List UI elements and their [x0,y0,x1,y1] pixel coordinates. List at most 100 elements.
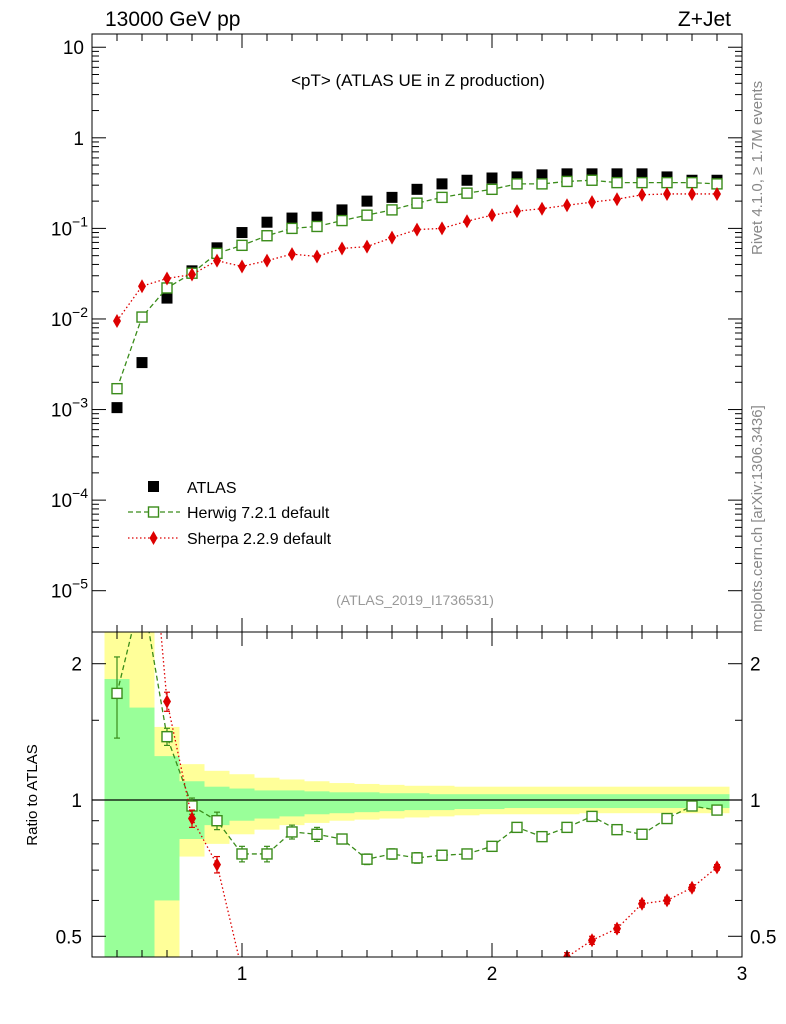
sherpa-point-21 [638,187,646,202]
atlas-point-7 [286,212,298,224]
band-stat-1 [129,707,155,957]
atlas-point-12 [411,183,423,195]
analysis-id-label: (ATLAS_2019_I1736531) [336,592,494,608]
atlas-point-14 [461,174,473,186]
sherpa-point-11 [388,230,396,245]
sherpa-point-7 [288,247,296,262]
herwig-ratio-point-14 [461,848,473,860]
band-stat-7 [279,790,305,817]
herwig-point-18 [561,175,573,188]
sherpa-point-8 [313,249,321,264]
band-stat-22 [654,794,680,809]
herwig-point-8 [311,220,323,233]
sherpa-ratio-point-7 [288,973,296,987]
sherpa-ratio-point-3 [188,811,196,826]
herwig-point-13 [436,191,448,204]
atlas-point-22 [661,171,673,183]
sherpa-ratio-point-0 [113,361,121,375]
xtick-label-0: 1 [237,964,248,985]
herwig-ratio-point-11 [386,848,398,860]
mcplots-reference-label: mcplots.cern.ch [arXiv:1306.3436] [749,405,766,632]
herwig-ratio-point-0 [111,687,123,700]
ratio-ytick-label-2: 2 [71,655,82,676]
sherpa-point-10 [363,239,371,254]
legend-herwig-label: Herwig 7.2.1 default [187,505,330,522]
band-stat-12 [404,793,430,811]
header-collision-label: 13000 GeV pp [105,8,240,31]
sherpa-point-16 [513,204,521,219]
sherpa-point-0 [113,313,121,328]
atlas-point-10 [361,195,373,207]
band-stat-9 [329,792,355,814]
sherpa-ratio-point-20 [613,921,621,936]
atlas-point-11 [386,191,398,203]
herwig-point-14 [461,187,473,199]
sherpa-point-15 [488,208,496,223]
sherpa-ratio-point-9 [338,988,346,1002]
header-process-label: Z+Jet [678,8,731,31]
sherpa-point-12 [413,222,421,237]
sherpa-point-14 [463,214,471,229]
sherpa-ratio-point-23 [688,880,696,895]
atlas-point-21 [636,168,648,180]
herwig-ratio-point-23 [686,800,698,812]
herwig-point-19 [586,174,598,186]
sherpa-ratio-point-2 [163,694,171,709]
band-stat-8 [304,791,330,815]
atlas-point-9 [336,204,348,216]
herwig-line [116,179,718,389]
herwig-ratio-point-2 [161,730,173,743]
chart-title: <pT> (ATLAS UE in Z production) [291,71,545,90]
ratio-uncertainty-bands [92,632,742,957]
atlas-point-1 [136,357,148,369]
herwig-ratio-point-20 [611,823,623,836]
sherpa-point-18 [563,198,571,213]
herwig-point-6 [261,230,273,242]
legend-herwig-marker [147,506,160,518]
sherpa-point-23 [688,186,696,201]
sherpa-ratio-point-12 [413,994,421,1008]
herwig-point-10 [361,209,373,221]
herwig-point-15 [486,183,498,196]
herwig-ratio-point-15 [486,840,498,853]
atlas-point-2 [161,292,173,304]
herwig-ratio-point-8 [311,828,323,840]
sherpa-point-1 [138,279,146,294]
herwig-ratio-point-9 [336,833,348,845]
sherpa-ratio-point-17 [538,959,546,973]
herwig-ratio-point-7 [286,826,298,838]
atlas-point-13 [436,178,448,190]
sherpa-ratio-point-13 [438,1017,446,1024]
main-series-layer [111,168,723,414]
legend: ATLAS Herwig 7.2.1 default Sherpa 2.2.9 … [128,480,332,548]
herwig-ratio-point-24 [711,804,723,816]
main-ytick-label-0: 10−5 [51,576,88,603]
atlas-point-17 [536,169,548,181]
herwig-ratio-point-21 [636,828,648,840]
sherpa-point-20 [613,192,621,207]
band-stat-24 [704,794,730,809]
atlas-point-15 [486,172,498,184]
herwig-point-22 [661,176,673,189]
band-stat-14 [454,794,480,810]
sherpa-ratio-point-4 [213,857,221,872]
legend-sherpa-marker [149,531,158,545]
band-stat-13 [429,794,455,811]
herwig-point-16 [511,178,523,190]
ratio-ytick-label-right-0: 0.5 [750,927,776,948]
main-ytick-label-4: 10−1 [51,213,88,240]
sherpa-point-5 [238,259,246,274]
herwig-point-9 [336,214,348,227]
sherpa-point-22 [663,186,671,201]
ratio-ytick-label-0: 0.5 [56,927,82,948]
herwig-point-7 [286,222,298,235]
band-stat-16 [504,794,530,809]
herwig-ratio-point-22 [661,812,673,825]
ratio-plot-frame [91,631,743,958]
xtick-label-1: 2 [487,964,498,985]
band-stat-17 [529,794,555,809]
atlas-point-19 [586,168,598,180]
herwig-point-1 [136,311,148,323]
sherpa-ratio-point-24 [713,860,721,875]
